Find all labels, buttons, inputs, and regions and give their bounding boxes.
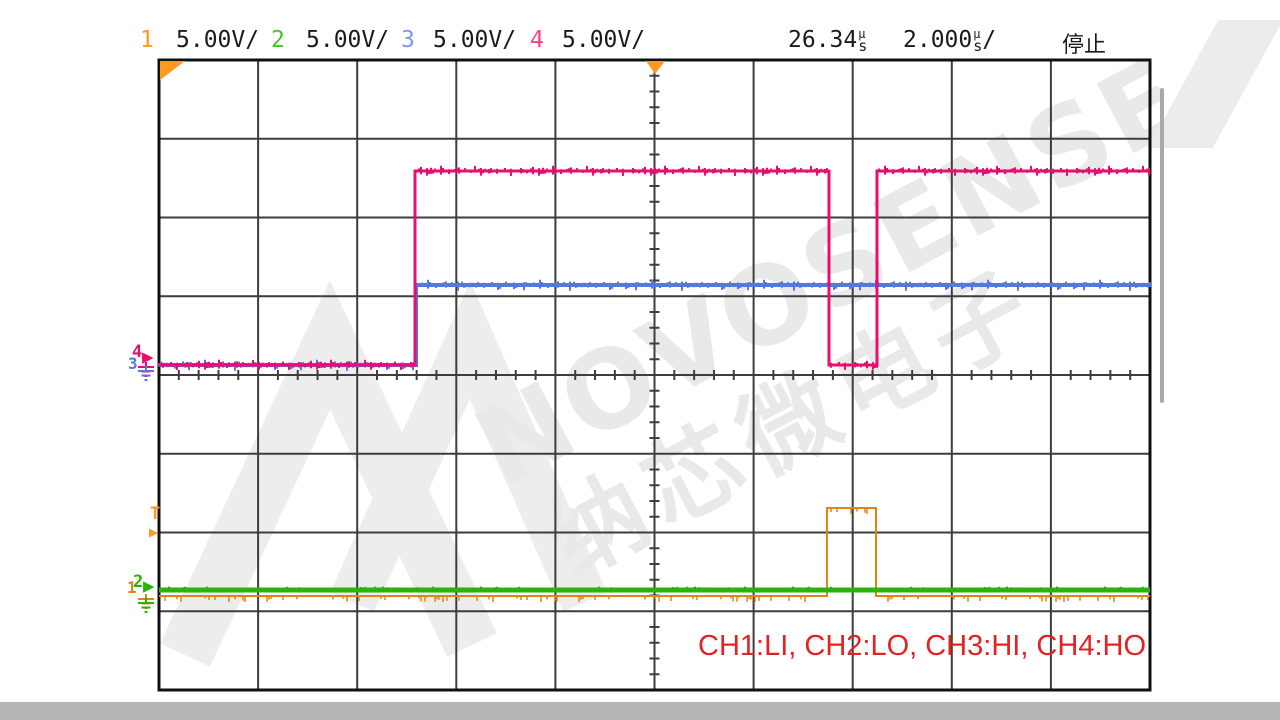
ch1-number-label: 1	[140, 27, 154, 53]
ch2-scale-value: 5.00V/	[306, 27, 390, 53]
right-scrollbar	[1160, 88, 1164, 403]
ch3-ground-icon	[138, 366, 154, 381]
run-status-label: 停止	[1062, 33, 1107, 58]
ch4-arrow-icon: ▶	[142, 346, 154, 368]
ch4-ho-trace	[159, 169, 1150, 367]
delay-time-readout: 26.34 µ s	[788, 27, 868, 55]
ch3-position-marker: 3	[128, 354, 138, 373]
ch4-number-label: 4	[530, 27, 544, 53]
bottom-gray-bar	[0, 702, 1280, 720]
ch4-scale-value: 5.00V/	[562, 27, 646, 53]
ch2-arrow-icon: ▶	[143, 575, 155, 597]
ch1-li-trace	[159, 507, 1150, 597]
ch1-position-marker: 1	[127, 578, 137, 597]
channel-mapping-note: CH1:LI, CH2:LO, CH3:HI, CH4:HO	[698, 630, 1146, 662]
ch3-number-label: 3	[401, 27, 415, 53]
ch3-scale-value: 5.00V/	[433, 27, 517, 53]
ch2-ground-icon	[138, 598, 154, 613]
ch4-position-marker: 4	[132, 342, 143, 362]
timebase-readout: 2.000 µ s /	[903, 27, 997, 55]
ch1-scale-value: 5.00V/	[176, 27, 260, 53]
trigger-level-arrow-icon: ▶	[149, 523, 159, 541]
ch2-position-marker: 2	[133, 572, 144, 592]
trigger-level-label: T	[150, 504, 161, 524]
ch2-number-label: 2	[271, 27, 285, 53]
